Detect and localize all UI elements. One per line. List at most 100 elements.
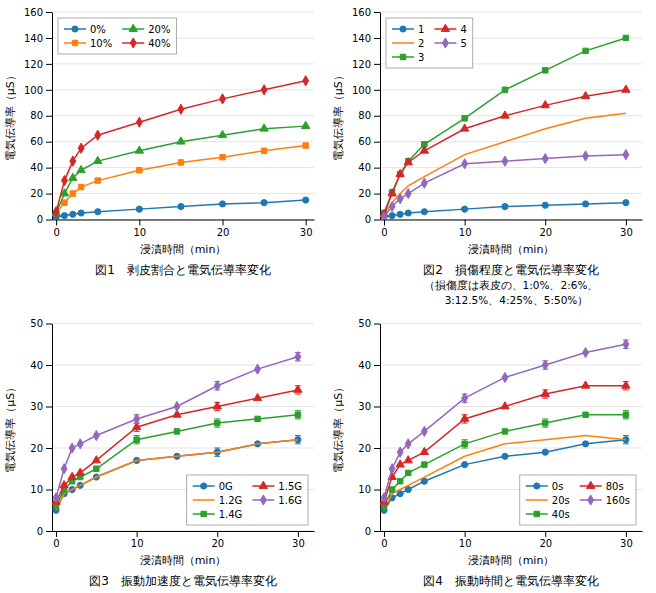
y-tick-label: 160 xyxy=(24,7,43,18)
y-axis-label: 電気伝導率（μS） xyxy=(4,382,17,473)
grid-line xyxy=(380,406,642,407)
error-bar-cap xyxy=(462,439,468,440)
data-point xyxy=(381,212,387,220)
error-bar-cap xyxy=(134,443,140,444)
series xyxy=(384,436,626,511)
x-tick-mark xyxy=(465,531,466,537)
data-point xyxy=(405,470,410,475)
data-point xyxy=(295,352,301,362)
y-tick-label: 0 xyxy=(37,526,43,537)
x-tick: 10 xyxy=(131,531,144,549)
data-point xyxy=(542,360,548,370)
y-tick-mark xyxy=(46,531,52,532)
data-point xyxy=(94,466,99,471)
legend-frame xyxy=(386,18,473,68)
data-point xyxy=(77,439,83,449)
x-axis-label: 浸漬時間（min） xyxy=(140,243,227,256)
y-tick-label: 40 xyxy=(30,162,43,173)
data-point xyxy=(623,412,628,417)
y-tick-label: 30 xyxy=(358,401,371,412)
x-tick: 30 xyxy=(620,531,633,549)
data-point xyxy=(62,200,67,205)
data-point xyxy=(623,339,629,349)
y-tick-mark xyxy=(46,407,52,408)
legend-label: 5 xyxy=(460,38,466,49)
data-point xyxy=(136,117,142,127)
y-axis: 020406080100120140160 xyxy=(352,7,381,226)
y-tick-label: 0 xyxy=(37,214,43,225)
y-tick: 120 xyxy=(352,59,380,70)
y-tick-mark xyxy=(46,142,52,143)
data-point xyxy=(623,35,628,40)
x-tick-label: 0 xyxy=(53,227,59,238)
legend-marker xyxy=(72,26,78,32)
data-point xyxy=(396,169,404,176)
y-tick-mark xyxy=(46,220,52,221)
error-bar-cap xyxy=(462,423,468,424)
legend-frame xyxy=(58,18,176,54)
y-tick-mark xyxy=(46,116,52,117)
x-tick-label: 30 xyxy=(292,538,305,549)
y-tick-mark xyxy=(374,64,380,65)
grid-line xyxy=(52,12,314,13)
error-bar-cap xyxy=(214,418,220,419)
y-tick-mark xyxy=(46,168,52,169)
y-tick-label: 140 xyxy=(352,33,371,44)
y-tick: 80 xyxy=(30,110,52,121)
data-point xyxy=(53,493,59,503)
y-axis: 020406080100120140160 xyxy=(24,7,53,226)
data-point xyxy=(174,429,179,434)
grid-line xyxy=(52,531,314,532)
series-line xyxy=(56,200,306,217)
data-point xyxy=(389,213,395,219)
error-bar xyxy=(462,440,468,448)
data-point xyxy=(541,389,549,396)
grid-line xyxy=(380,12,642,13)
legend-label: 1.4G xyxy=(219,509,243,520)
error-bar-cap xyxy=(214,427,220,428)
legend-marker xyxy=(441,24,449,31)
data-point xyxy=(70,191,75,196)
x-tick: 0 xyxy=(381,220,387,238)
data-point xyxy=(396,460,404,467)
x-tick-label: 20 xyxy=(211,538,224,549)
y-tick: 160 xyxy=(352,7,380,18)
data-point xyxy=(215,420,220,425)
data-point xyxy=(460,124,468,131)
data-point xyxy=(542,202,548,208)
grid xyxy=(52,324,314,532)
series xyxy=(381,436,629,514)
series-line xyxy=(56,390,298,502)
legend-marker xyxy=(534,483,540,489)
data-point xyxy=(76,468,84,475)
x-tick-label: 0 xyxy=(381,227,387,238)
error-bar-cap xyxy=(542,418,548,419)
y-tick: 20 xyxy=(30,443,52,454)
legend-label: 10% xyxy=(90,38,112,49)
grid-line xyxy=(380,531,642,532)
data-point xyxy=(421,478,427,484)
y-tick-mark xyxy=(374,220,380,221)
y-tick-label: 60 xyxy=(358,136,371,147)
data-point xyxy=(420,146,428,153)
y-tick-label: 20 xyxy=(358,188,371,199)
y-tick-label: 0 xyxy=(365,526,371,537)
x-tick-mark xyxy=(217,531,218,537)
data-point xyxy=(623,200,629,206)
legend-label: 2 xyxy=(418,38,424,49)
data-point xyxy=(95,130,101,140)
x-tick: 30 xyxy=(620,220,633,238)
y-tick-label: 60 xyxy=(30,136,43,147)
data-point xyxy=(302,121,310,128)
data-point xyxy=(253,393,261,400)
legend-swatch xyxy=(193,499,215,501)
data-point xyxy=(405,210,411,216)
grid-line xyxy=(52,63,314,64)
x-tick-label: 0 xyxy=(381,538,387,549)
data-point xyxy=(583,347,589,357)
data-point xyxy=(177,137,185,144)
data-point xyxy=(93,430,99,440)
data-point xyxy=(219,201,225,207)
y-tick-mark xyxy=(374,531,380,532)
y-tick-mark xyxy=(46,194,52,195)
